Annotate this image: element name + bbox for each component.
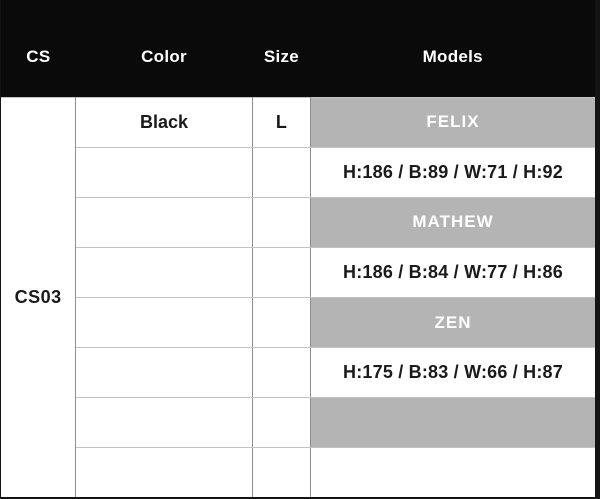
color-cell-empty [75, 146, 253, 198]
model-name-cell-empty [310, 397, 598, 449]
header-cs: CS [0, 0, 76, 97]
table-row: H:175 / B:83 / W:66 / H:87 [1, 347, 598, 399]
color-cell-empty [75, 296, 253, 349]
measurements-cell: H:175 / B:83 / W:66 / H:87 [310, 347, 598, 399]
header-row: CS Color Size Models [0, 0, 598, 97]
color-cell-empty [75, 196, 253, 248]
size-cell-empty [251, 196, 312, 248]
header-color: Color [75, 0, 253, 97]
size-cell-empty [251, 447, 312, 499]
color-cell-empty [75, 347, 253, 399]
model-name-cell: FELIX [310, 96, 598, 148]
table-row: H:186 / B:89 / W:71 / H:92 [1, 146, 598, 198]
size-cell-empty [251, 146, 312, 198]
size-cell-empty [251, 246, 312, 299]
header-models: Models [310, 0, 598, 97]
measurements-cell: H:186 / B:89 / W:71 / H:92 [310, 146, 598, 198]
table-body: CS03 Black L FELIX H:186 / B:89 / W:71 /… [0, 96, 598, 499]
table-row: CS03 Black L FELIX [0, 96, 598, 499]
measurements-cell: H:186 / B:84 / W:77 / H:86 [310, 246, 598, 299]
table-row [1, 447, 598, 499]
table-row: MATHEW [1, 196, 598, 248]
measurements-cell-empty [310, 447, 598, 499]
color-cell-empty [75, 246, 253, 299]
table-row [1, 397, 598, 449]
header-size: Size [252, 0, 311, 97]
size-cell-empty [251, 397, 312, 449]
cs-code-cell: CS03 [0, 96, 77, 499]
color-cell: Black [75, 96, 253, 148]
size-cell: L [251, 96, 312, 148]
model-name-cell: ZEN [310, 296, 598, 349]
color-cell-empty [75, 447, 253, 499]
size-cell-empty [251, 296, 312, 349]
table-row: H:186 / B:84 / W:77 / H:86 [1, 246, 598, 299]
size-cell-empty [251, 347, 312, 399]
model-name-cell: MATHEW [310, 196, 598, 248]
table-row: ZEN [1, 296, 598, 349]
color-cell-empty [75, 397, 253, 449]
table-header: CS Color Size Models [0, 0, 598, 97]
